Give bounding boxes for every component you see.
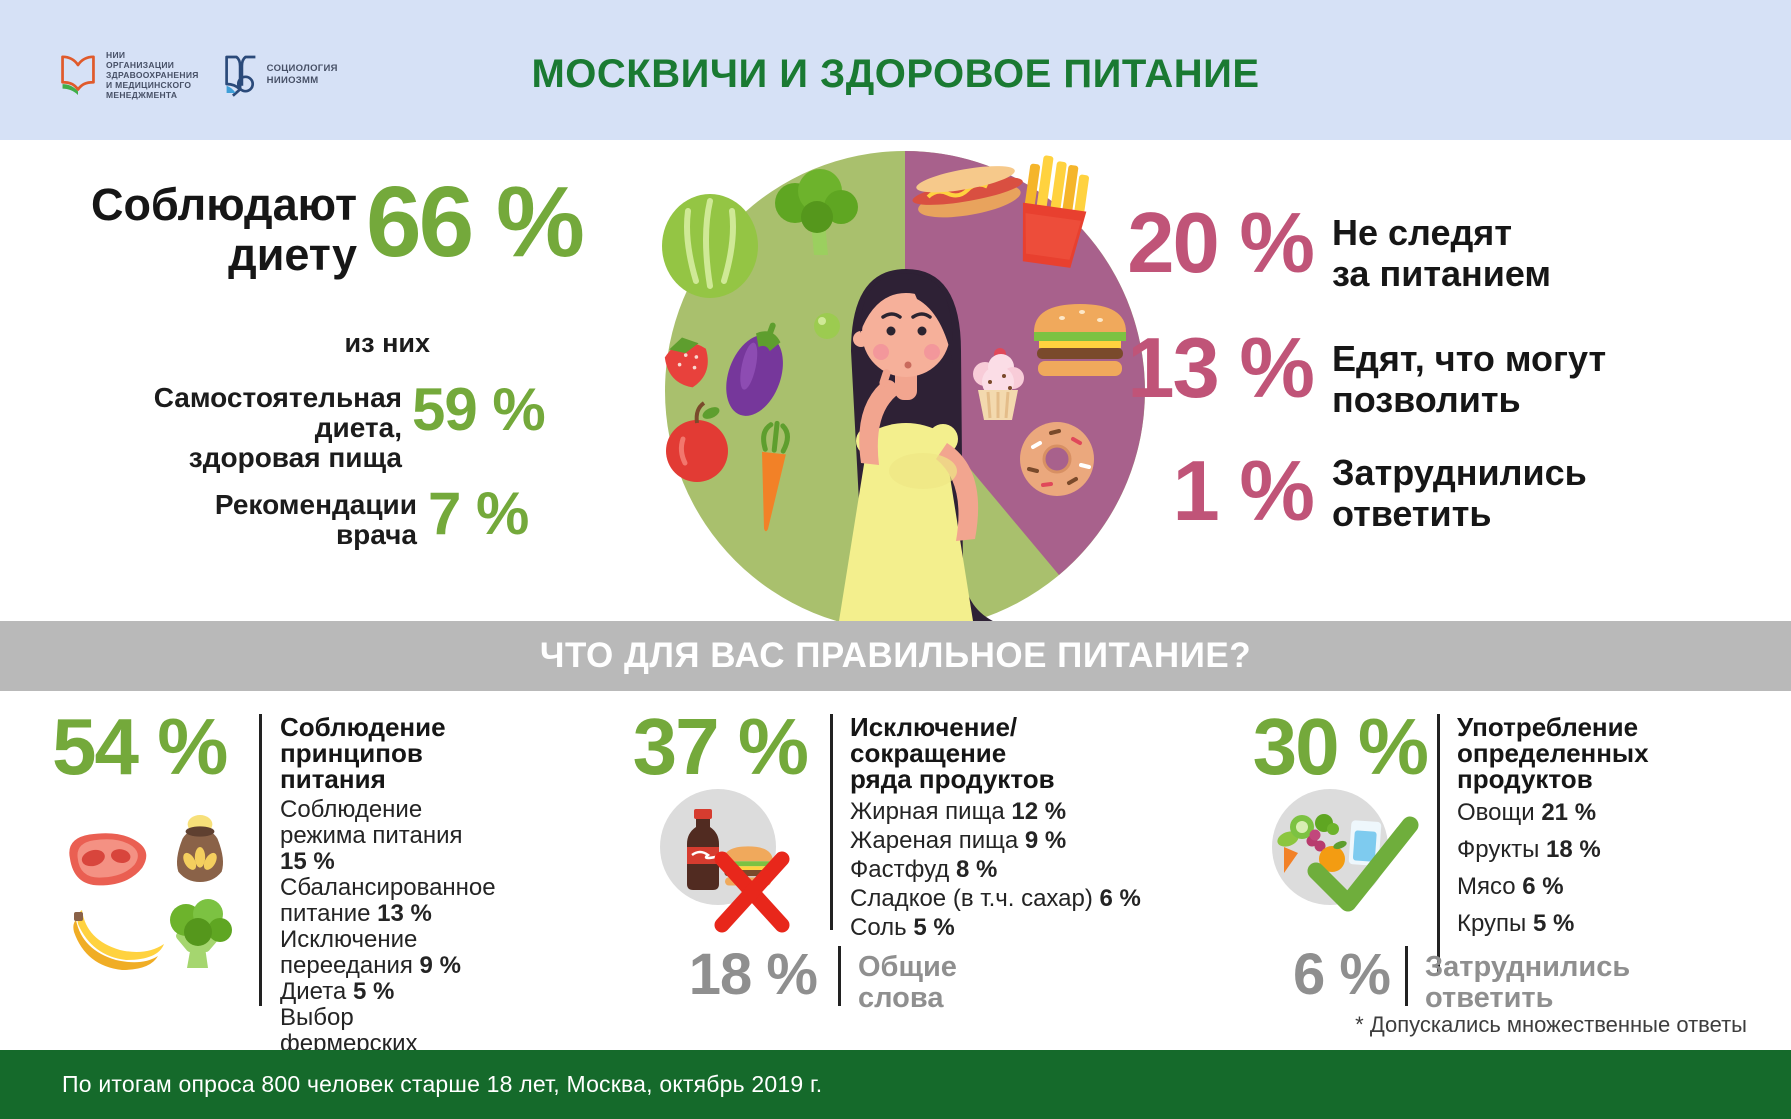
niiozmm-logo-text: НИИ ОРГАНИЗАЦИИ ЗДРАВООХРАНЕНИЯ И МЕДИЦИ…	[106, 50, 199, 100]
meat-icon	[64, 828, 152, 895]
logo-sociology: СОЦИОЛОГИЯ НИИОЗММ	[223, 52, 338, 98]
sociology-logo-text: СОЦИОЛОГИЯ НИИОЗММ	[266, 63, 338, 86]
stat-item: Овощи 21 %	[1457, 799, 1597, 826]
carrot-icon	[761, 420, 790, 532]
eggplant-icon	[726, 322, 783, 416]
grain-sack-icon	[170, 814, 230, 887]
stat-item: Диета 5 %	[280, 978, 395, 1005]
consumption-heading: Употребление определенных продуктов	[1457, 712, 1649, 794]
doctor-recommendation-value: 7 %	[428, 480, 529, 547]
bananas-icon	[72, 906, 172, 977]
cupcake-icon	[973, 348, 1024, 420]
self-diet-label: Самостоятельная диета, здоровая пища	[153, 382, 402, 473]
exclusion-value: 37 %	[632, 702, 809, 791]
eat-what-afford-label: Едят, что могут позволить	[1332, 338, 1607, 420]
of-them-label: из них	[344, 328, 430, 358]
logos: НИИ ОРГАНИЗАЦИИ ЗДРАВООХРАНЕНИЯ И МЕДИЦИ…	[58, 50, 338, 100]
stat-item: Соль 5 %	[850, 914, 955, 941]
header-bar: НИИ ОРГАНИЗАЦИИ ЗДРАВООХРАНЕНИЯ И МЕДИЦИ…	[0, 0, 1791, 140]
stat-item: Фрукты 18 %	[1457, 836, 1601, 863]
section-title: ЧТО ДЛЯ ВАС ПРАВИЛЬНОЕ ПИТАНИЕ?	[539, 636, 1252, 675]
healthy-products-icon	[1258, 783, 1433, 928]
red-cross-icon	[714, 851, 790, 933]
lettuce-icon	[662, 194, 758, 298]
exclusion-heading: Исключение/ сокращение ряда продуктов	[850, 712, 1055, 794]
burger-icon	[1034, 304, 1126, 376]
undecided-top-value: 1 %	[1172, 444, 1315, 539]
col2-divider	[830, 714, 833, 930]
stat-item: Сбалансированное питание 13 %	[280, 874, 496, 927]
principles-details: Соблюдение режима питания 15 % Сбалансир…	[280, 796, 496, 1083]
footer-bar: По итогам опроса 800 человек старше 18 л…	[0, 1050, 1791, 1119]
woman-food-circle-illustration	[662, 151, 1145, 631]
stat-item: Исключение переедания 9 %	[280, 926, 461, 979]
stat-item: Соблюдение режима питания 15 %	[280, 796, 463, 875]
woman-figure	[839, 269, 997, 623]
exclusion-details: Жирная пища 12 % Жареная пища 9 % Фастфу…	[850, 797, 1160, 942]
stat-item: Крупы 5 %	[1457, 910, 1575, 937]
self-diet-value: 59 %	[412, 376, 546, 443]
niiozmm-logo-icon	[61, 55, 95, 95]
section-title-bar: ЧТО ДЛЯ ВАС ПРАВИЛЬНОЕ ПИТАНИЕ?	[0, 621, 1791, 691]
broccoli-small-icon	[166, 898, 232, 975]
col1-divider	[259, 714, 262, 1006]
consumption-value: 30 %	[1252, 702, 1429, 791]
undecided-bottom-value: 6 %	[1293, 942, 1391, 1007]
general-words-label: Общие слова	[858, 951, 957, 1014]
col3-divider	[1437, 714, 1440, 972]
follow-diet-value: 66 %	[366, 166, 585, 278]
apple-icon	[666, 401, 728, 482]
broccoli-icon	[775, 169, 858, 255]
undecided-bottom-label: Затруднились ответить	[1425, 951, 1631, 1014]
stat-item: Фастфуд 8 %	[850, 856, 998, 883]
no-junkfood-icon	[656, 783, 796, 943]
eat-what-afford-value: 13 %	[1127, 321, 1315, 416]
donut-icon	[1020, 422, 1094, 496]
general-words-divider	[838, 946, 841, 1006]
diet-choice-illustration	[655, 141, 1155, 631]
consumption-details: Овощи 21 % Фрукты 18 % Мясо 6 % Крупы 5 …	[1457, 800, 1737, 948]
french-fries-icon	[1022, 155, 1090, 268]
not-follow-label: Не следят за питанием	[1332, 212, 1552, 294]
stat-item: Жареная пища 9 %	[850, 827, 1067, 854]
principles-value: 54 %	[52, 702, 228, 791]
survey-note: По итогам опроса 800 человек старше 18 л…	[62, 1071, 823, 1097]
not-follow-value: 20 %	[1127, 196, 1315, 291]
principles-heading: Соблюдение принципов питания	[280, 712, 446, 794]
green-pea-icon	[814, 313, 840, 339]
stat-item: Жирная пища 12 %	[850, 798, 1067, 825]
green-check-icon	[1307, 816, 1419, 912]
undecided-top-label: Затруднились ответить	[1332, 452, 1587, 534]
stat-item: Сладкое (в т.ч. сахар) 6 %	[850, 885, 1141, 912]
follow-diet-label: Соблюдают диету	[90, 179, 357, 280]
page-title: МОСКВИЧИ И ЗДОРОВОЕ ПИТАНИЕ	[531, 52, 1260, 96]
multiple-answers-footnote: * Допускались множественные ответы	[1355, 1012, 1747, 1037]
undecided-bottom-divider	[1405, 946, 1408, 1006]
stat-item: Мясо 6 %	[1457, 873, 1564, 900]
hot-dog-icon	[912, 166, 1023, 218]
sociology-logo-icon	[224, 55, 256, 97]
doctor-recommendation-label: Рекомендации врача	[214, 489, 417, 550]
general-words-value: 18 %	[688, 942, 818, 1007]
logo-niiozmm: НИИ ОРГАНИЗАЦИИ ЗДРАВООХРАНЕНИЯ И МЕДИЦИ…	[58, 50, 199, 100]
strawberry-icon	[664, 337, 708, 388]
